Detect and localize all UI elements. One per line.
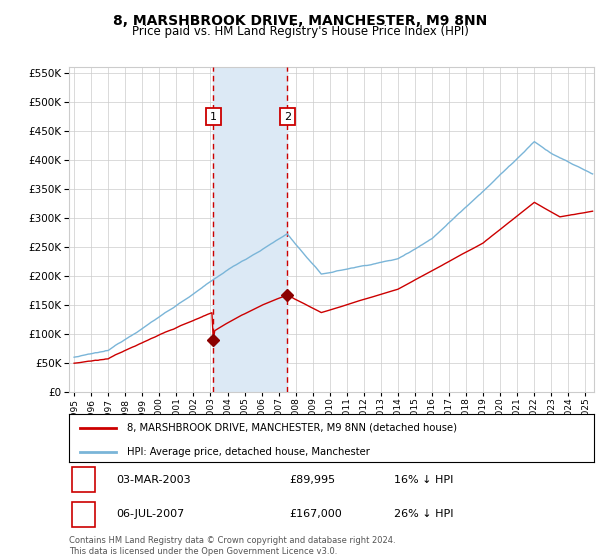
Text: 2: 2 — [284, 111, 291, 122]
Bar — [206, 109, 221, 125]
Text: 8, MARSHBROOK DRIVE, MANCHESTER, M9 8NN: 8, MARSHBROOK DRIVE, MANCHESTER, M9 8NN — [113, 14, 487, 28]
Text: 8, MARSHBROOK DRIVE, MANCHESTER, M9 8NN (detached house): 8, MARSHBROOK DRIVE, MANCHESTER, M9 8NN … — [127, 423, 457, 433]
Text: 26% ↓ HPI: 26% ↓ HPI — [395, 510, 454, 519]
Text: £89,995: £89,995 — [290, 475, 335, 484]
Text: Contains HM Land Registry data © Crown copyright and database right 2024.
This d: Contains HM Land Registry data © Crown c… — [69, 536, 395, 556]
Text: 1: 1 — [80, 475, 87, 484]
Text: 06-JUL-2007: 06-JUL-2007 — [116, 510, 185, 519]
Bar — [71, 468, 95, 492]
Text: HPI: Average price, detached house, Manchester: HPI: Average price, detached house, Manc… — [127, 446, 370, 456]
Bar — [214, 67, 287, 392]
Text: 2: 2 — [80, 510, 87, 519]
Bar — [71, 502, 95, 526]
Text: £167,000: £167,000 — [290, 510, 342, 519]
Bar — [280, 109, 295, 125]
Text: 16% ↓ HPI: 16% ↓ HPI — [395, 475, 454, 484]
Text: 1: 1 — [210, 111, 217, 122]
Text: 03-MAR-2003: 03-MAR-2003 — [116, 475, 191, 484]
Text: Price paid vs. HM Land Registry's House Price Index (HPI): Price paid vs. HM Land Registry's House … — [131, 25, 469, 38]
